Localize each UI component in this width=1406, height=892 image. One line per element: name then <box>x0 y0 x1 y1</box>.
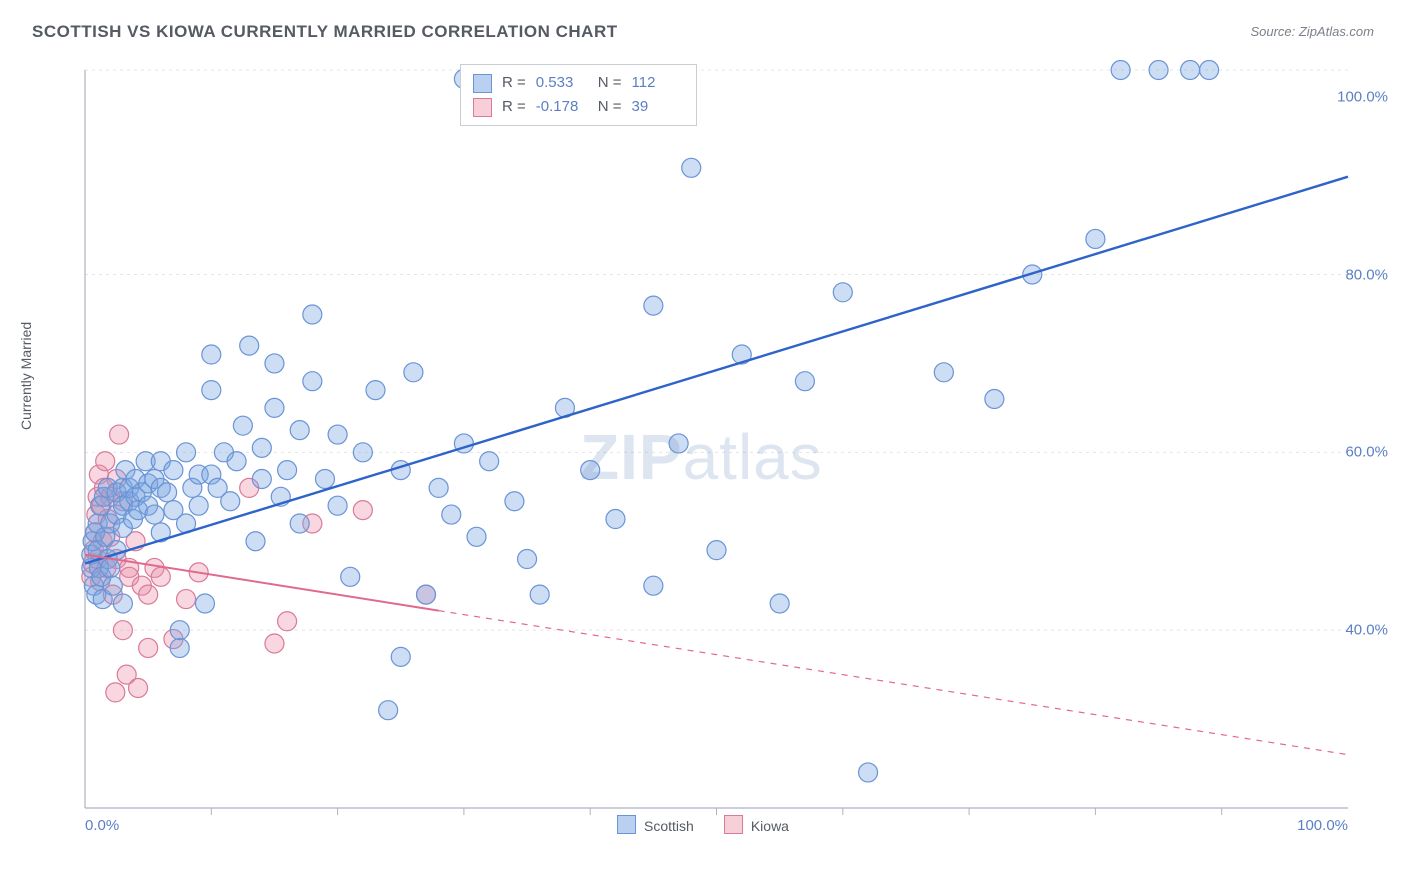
y-axis-label: Currently Married <box>18 322 34 430</box>
y-tick-label: 40.0% <box>1345 622 1388 639</box>
rbox-n-val: 39 <box>632 95 684 119</box>
legend-item-scottish: Scottish <box>617 815 694 834</box>
y-tick-label: 100.0% <box>1337 88 1388 105</box>
source-attribution: Source: ZipAtlas.com <box>1250 24 1374 39</box>
x-tick-label: 100.0% <box>1297 817 1348 834</box>
y-tick-label: 80.0% <box>1345 266 1388 283</box>
rbox-r-key: R = <box>502 71 526 95</box>
legend-item-kiowa: Kiowa <box>724 815 789 834</box>
rbox-row-kiowa: R = -0.178 N = 39 <box>473 95 684 119</box>
rbox-swatch <box>473 98 492 117</box>
legend-swatch <box>724 815 743 834</box>
rbox-row-scottish: R = 0.533 N = 112 <box>473 71 684 95</box>
legend-label: Scottish <box>644 818 694 834</box>
x-tick-label: 0.0% <box>85 817 119 834</box>
rbox-r-val: 0.533 <box>536 71 588 95</box>
legend-label: Kiowa <box>751 818 789 834</box>
rbox-r-key: R = <box>502 95 526 119</box>
rbox-swatch <box>473 74 492 93</box>
source-name: ZipAtlas.com <box>1299 24 1374 39</box>
rbox-r-val: -0.178 <box>536 95 588 119</box>
rbox-n-key: N = <box>598 71 622 95</box>
source-prefix: Source: <box>1250 24 1298 39</box>
legend-swatch <box>617 815 636 834</box>
scatter-plot <box>60 60 1380 830</box>
bottom-legend: Scottish Kiowa <box>617 815 789 834</box>
rbox-n-val: 112 <box>632 71 684 95</box>
y-tick-label: 60.0% <box>1345 444 1388 461</box>
rbox-n-key: N = <box>598 95 622 119</box>
chart-title: SCOTTISH VS KIOWA CURRENTLY MARRIED CORR… <box>32 22 618 42</box>
correlation-legend-box: R = 0.533 N = 112 R = -0.178 N = 39 <box>460 64 697 126</box>
